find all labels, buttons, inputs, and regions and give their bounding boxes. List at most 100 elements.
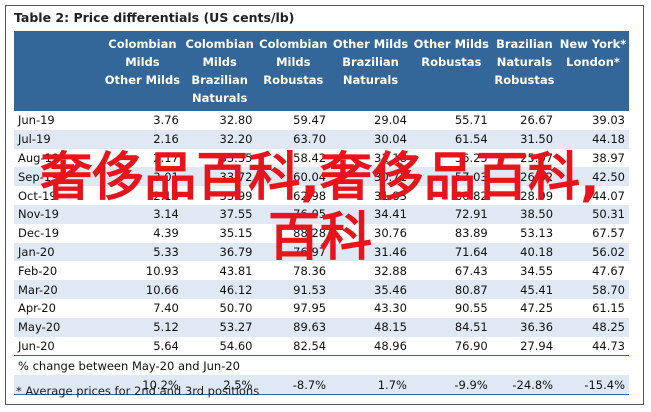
row-label: Apr-20 (18, 301, 56, 316)
cell: 44.73 (592, 338, 625, 353)
cell: 2.16 (153, 188, 179, 203)
header-line: Colombian (185, 37, 254, 51)
cell: 84.51 (410, 317, 492, 337)
cell: 58.42 (293, 150, 327, 165)
data-row: Aug-19 2.17 33.35 58.42 31.18 56.25 25.07 38.97 (14, 149, 629, 168)
cell: 10.93 (145, 263, 179, 278)
cell: 30.04 (330, 129, 411, 149)
cell: 61.54 (410, 129, 492, 149)
cell: 37.55 (182, 204, 257, 224)
cell: 63.70 (256, 129, 331, 149)
row-label: Dec-19 (18, 226, 60, 241)
header-line: Robustas (421, 55, 482, 69)
cell: 40.18 (491, 242, 558, 262)
data-row: Jan-20 5.33 36.79 76.97 31.46 71.64 40.18 56.02 (14, 242, 629, 262)
cell: 27.94 (520, 338, 554, 353)
header-row: Colombian Milds Other Milds Colombian Milds B… (14, 31, 629, 111)
data-row: May-20 5.12 53.27 89.63 48.15 84.51 36.36 48.25 (14, 317, 629, 337)
cell: 60.04 (256, 167, 331, 187)
cell: 2.16 (102, 129, 183, 149)
cell: 3.14 (102, 204, 183, 224)
header-line: Naturals (496, 55, 553, 69)
cell: 67.43 (454, 263, 488, 278)
cell: 3.76 (153, 113, 179, 128)
change-label: % change between May-20 and Jun-20 (14, 355, 629, 376)
cell: 62.98 (293, 188, 327, 203)
cell: 38.97 (592, 150, 625, 165)
column-header: Other Milds Brazilian Naturals (330, 31, 411, 111)
column-header: Colombian Milds Other Milds (102, 31, 183, 111)
header-line: Other Milds (413, 37, 490, 51)
cell: 82.54 (293, 338, 327, 353)
cell: 30.76 (374, 226, 407, 241)
row-label: Jul-19 (14, 129, 102, 149)
cell: 43.81 (219, 263, 253, 278)
cell: 33.35 (219, 150, 253, 165)
header-line: Colombian (259, 37, 328, 51)
cell: 53.13 (520, 226, 554, 241)
cell: 78.36 (293, 263, 327, 278)
header-line: New York* (559, 37, 627, 51)
cell: 34.41 (330, 204, 411, 224)
cell: 3.01 (102, 167, 183, 187)
header-line: Naturals (192, 91, 248, 105)
header-line: Milds (125, 55, 160, 69)
cell: 47.25 (520, 301, 554, 316)
header-line: Brazilian (191, 73, 248, 87)
cell: 7.40 (153, 301, 179, 316)
cell: 47.67 (592, 263, 625, 278)
change-cell: -24.8% (491, 375, 558, 395)
cell: 32.88 (374, 263, 407, 278)
cell: 36.79 (182, 242, 257, 262)
row-label: Feb-20 (18, 263, 58, 278)
row-label: Sep-19 (14, 167, 102, 187)
cell: 2.17 (153, 150, 179, 165)
header-line: Brazilian (342, 55, 399, 69)
cell: 76.97 (256, 242, 331, 262)
cell: 48.25 (557, 317, 629, 337)
cell: 39.03 (592, 113, 625, 128)
cell: 38.50 (491, 204, 558, 224)
data-row: Feb-20 10.93 43.81 78.36 32.88 67.43 34.55 47.6… (14, 261, 629, 280)
cell: 5.12 (102, 317, 183, 337)
column-header: Brazilian Naturals Robustas (491, 31, 558, 111)
cell: 26.67 (520, 113, 554, 128)
change-cell: -8.7% (256, 375, 331, 395)
cell: 29.04 (374, 113, 407, 128)
cell: 46.12 (182, 280, 257, 299)
row-label: Oct-19 (18, 188, 57, 203)
cell: 33.72 (182, 167, 257, 187)
cell: 59.47 (293, 113, 327, 128)
footnote: * Average prices for 2nd and 3rd positio… (16, 384, 260, 398)
data-row: Dec-19 4.39 35.15 88.28 30.76 83.89 53.13 67.57 (14, 224, 629, 243)
data-row: Jun-20 5.64 54.60 82.54 48.96 76.90 27.94 44.73 (14, 337, 629, 356)
row-label: Jun-20 (18, 338, 55, 353)
header-line: Other Milds (104, 73, 181, 87)
data-row: Nov-19 3.14 37.55 76.05 34.41 72.91 38.50 50.31 (14, 204, 629, 224)
cell: 48.15 (330, 317, 411, 337)
cell: 25.07 (520, 150, 554, 165)
cell: 36.36 (491, 317, 558, 337)
cell: 83.89 (454, 226, 488, 241)
corner (14, 31, 102, 111)
cell: 67.57 (592, 226, 625, 241)
data-row: Apr-20 7.40 50.70 97.95 43.30 90.55 47.25 61.15 (14, 299, 629, 318)
header-line: Milds (276, 55, 311, 69)
change-cell: 10.2% (102, 375, 183, 395)
change-row: 10.2% 2.5% -8.7% 1.7% -9.9% -24.8% -15.4% (14, 375, 629, 395)
cell: 5.33 (102, 242, 183, 262)
cell: 89.63 (256, 317, 331, 337)
cell: 80.87 (410, 280, 492, 299)
column-header: Colombian Milds Robustas (256, 31, 331, 111)
cell: 56.02 (557, 242, 629, 262)
row-label: Nov-19 (14, 204, 102, 224)
column-header: Colombian Milds Brazilian Naturals (182, 31, 257, 111)
data-row: Sep-19 3.01 33.72 60.04 30.71 57.03 26.32 42.50 (14, 167, 629, 187)
column-header: Other Milds Robustas (410, 31, 492, 111)
data-row: Jun-19 3.76 32.80 59.47 29.04 55.71 26.67 39.03 (14, 111, 629, 130)
row-label: Mar-20 (14, 280, 102, 299)
cell: 57.03 (410, 167, 492, 187)
cell: 48.96 (374, 338, 407, 353)
cell: 90.55 (454, 301, 488, 316)
